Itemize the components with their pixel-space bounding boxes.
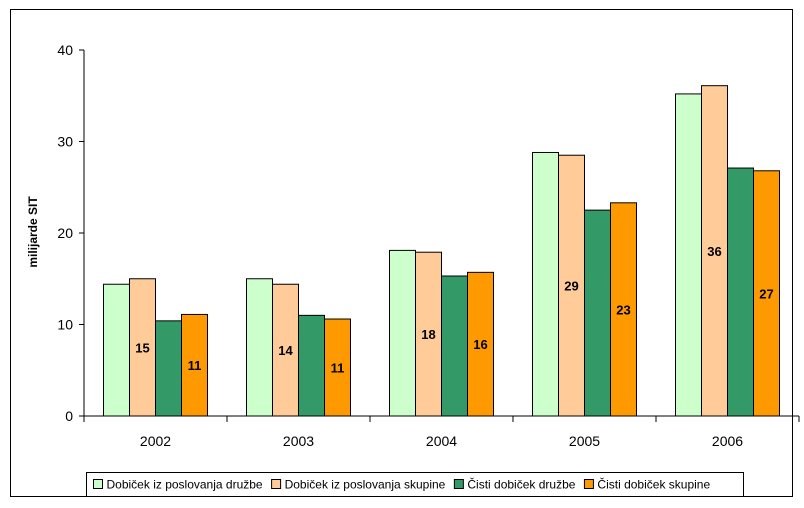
bar bbox=[272, 283, 299, 417]
y-tick-label: 20 bbox=[57, 225, 73, 241]
bar bbox=[181, 313, 208, 417]
bar bbox=[558, 154, 585, 417]
data-label: 27 bbox=[759, 286, 773, 301]
bar bbox=[727, 167, 754, 417]
bar bbox=[103, 283, 130, 417]
data-label: 11 bbox=[188, 358, 202, 373]
data-label: 14 bbox=[278, 343, 293, 358]
data-label: 18 bbox=[421, 327, 435, 342]
y-axis: 0 10 20 30 40 bbox=[57, 42, 85, 424]
legend-swatch bbox=[93, 479, 103, 489]
bar bbox=[246, 278, 273, 417]
data-label: 29 bbox=[564, 279, 578, 294]
y-tick-label: 40 bbox=[57, 42, 73, 58]
bar bbox=[675, 93, 702, 417]
bars bbox=[103, 85, 780, 417]
legend-swatch bbox=[583, 479, 594, 489]
bar bbox=[467, 271, 494, 417]
legend-entry-label: Dobiček iz poslovanja družbe bbox=[107, 478, 263, 492]
x-tick-label: 2003 bbox=[283, 433, 314, 449]
bar bbox=[584, 209, 611, 417]
legend-entry-label: Čisti dobiček skupine bbox=[597, 477, 710, 492]
bar bbox=[610, 202, 637, 417]
data-label: 11 bbox=[331, 361, 345, 376]
x-tick-label: 2006 bbox=[712, 433, 743, 449]
y-tick-label: 10 bbox=[57, 317, 73, 333]
legend-entry-label: Čisti dobiček družbe bbox=[467, 477, 575, 492]
bar bbox=[389, 249, 416, 417]
legend: Dobiček iz poslovanja družbe Dobiček iz p… bbox=[86, 472, 744, 497]
bar bbox=[324, 318, 351, 417]
legend-swatch bbox=[453, 479, 464, 489]
legend-box bbox=[86, 472, 744, 497]
data-label: 15 bbox=[135, 340, 149, 355]
data-label: 16 bbox=[473, 337, 487, 352]
legend-entry-label: Dobiček iz poslovanja skupine bbox=[285, 478, 446, 492]
bar bbox=[701, 85, 728, 417]
legend-swatch bbox=[271, 479, 282, 489]
y-tick-label: 30 bbox=[57, 134, 73, 150]
bar bbox=[155, 320, 182, 417]
data-labels: 15 11 14 11 18 16 29 23 36 27 bbox=[135, 244, 773, 376]
bar bbox=[532, 151, 559, 417]
y-axis-label: milijarde SIT bbox=[26, 196, 40, 268]
bar bbox=[415, 251, 442, 417]
y-tick-label: 0 bbox=[65, 408, 73, 424]
bar bbox=[753, 170, 780, 417]
x-tick-label: 2002 bbox=[140, 433, 171, 449]
bar bbox=[298, 314, 325, 417]
bar bbox=[441, 275, 468, 417]
data-label: 36 bbox=[707, 244, 721, 259]
data-label: 23 bbox=[616, 302, 630, 317]
x-tick-label: 2005 bbox=[569, 433, 600, 449]
x-tick-label: 2004 bbox=[426, 433, 457, 449]
bar bbox=[129, 278, 156, 417]
